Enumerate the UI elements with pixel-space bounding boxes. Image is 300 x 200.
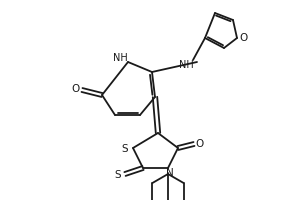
Text: NH: NH [112,53,128,63]
Text: N: N [166,168,174,178]
Text: O: O [71,84,79,94]
Text: S: S [122,144,128,154]
Text: NH: NH [178,60,194,70]
Text: O: O [239,33,247,43]
Text: O: O [196,139,204,149]
Text: S: S [115,170,121,180]
